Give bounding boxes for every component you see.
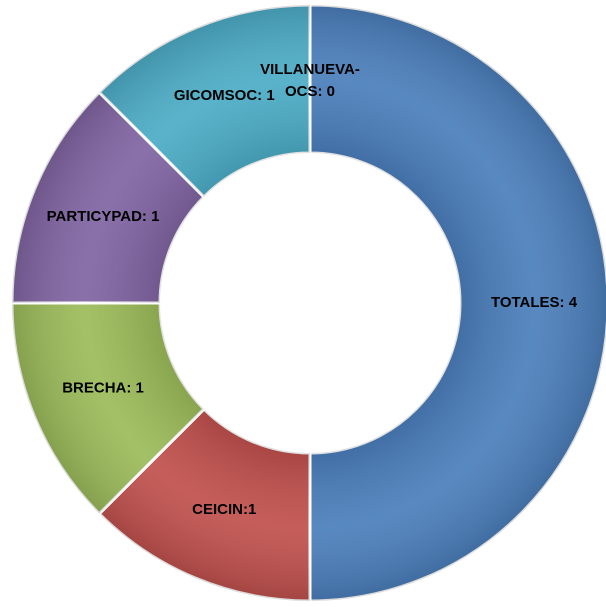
wedge-group: [10, 301, 207, 516]
data-label: BRECHA: 1: [62, 380, 144, 397]
data-label: GICOMSOC: 1: [174, 87, 275, 104]
wedge-shade: [12, 92, 204, 303]
data-label: CEICIN:1: [192, 501, 256, 518]
wedge-group: [97, 406, 312, 603]
data-label-line: OCS: 0: [285, 83, 335, 100]
wedge-group: [10, 90, 207, 305]
wedge-shade: [310, 5, 606, 601]
wedge-shade: [12, 303, 204, 514]
wedge-shade: [99, 5, 310, 197]
wedge-shade: [99, 409, 310, 601]
data-label: TOTALES: 4: [491, 294, 578, 311]
data-label: VILLANUEVA- OCS: 0: [260, 61, 360, 100]
data-label-line: VILLANUEVA-: [260, 61, 360, 78]
data-label: PARTICYPAD: 1: [47, 208, 160, 225]
wedge-group: [97, 3, 312, 200]
wedge-group: [308, 3, 606, 603]
